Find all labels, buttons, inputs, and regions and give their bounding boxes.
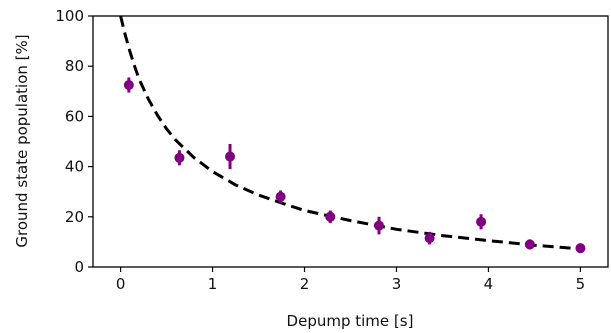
data-point bbox=[524, 239, 535, 250]
data-point bbox=[123, 80, 134, 91]
x-tick-label: 0 bbox=[116, 275, 126, 293]
x-tick-label: 1 bbox=[208, 275, 218, 293]
x-axis: 0 1 2 3 4 5 bbox=[116, 267, 585, 293]
y-tick-label: 100 bbox=[55, 7, 84, 25]
data-point bbox=[424, 233, 435, 244]
x-tick-label: 4 bbox=[484, 275, 494, 293]
y-tick-label: 40 bbox=[65, 158, 84, 176]
y-tick-label: 20 bbox=[65, 208, 84, 226]
fit-curve bbox=[119, 16, 581, 251]
y-axis: 0 20 40 60 80 100 bbox=[55, 7, 93, 276]
y-axis-label: Ground state population [%] bbox=[13, 34, 31, 247]
plot-frame bbox=[92, 15, 609, 268]
x-tick-label: 2 bbox=[300, 275, 310, 293]
y-tick-label: 60 bbox=[65, 107, 84, 125]
y-tick-label: 0 bbox=[74, 258, 84, 276]
x-axis-label: Depump time [s] bbox=[287, 312, 414, 330]
data-point bbox=[374, 220, 385, 231]
data-point bbox=[225, 151, 236, 162]
data-point bbox=[275, 191, 286, 202]
x-tick-label: 5 bbox=[576, 275, 586, 293]
plot-area bbox=[119, 16, 586, 254]
y-tick-label: 80 bbox=[65, 57, 84, 75]
x-tick-label: 3 bbox=[392, 275, 402, 293]
data-point bbox=[325, 211, 336, 222]
data-point bbox=[575, 243, 586, 254]
data-point bbox=[174, 152, 185, 163]
data-point bbox=[476, 216, 487, 227]
